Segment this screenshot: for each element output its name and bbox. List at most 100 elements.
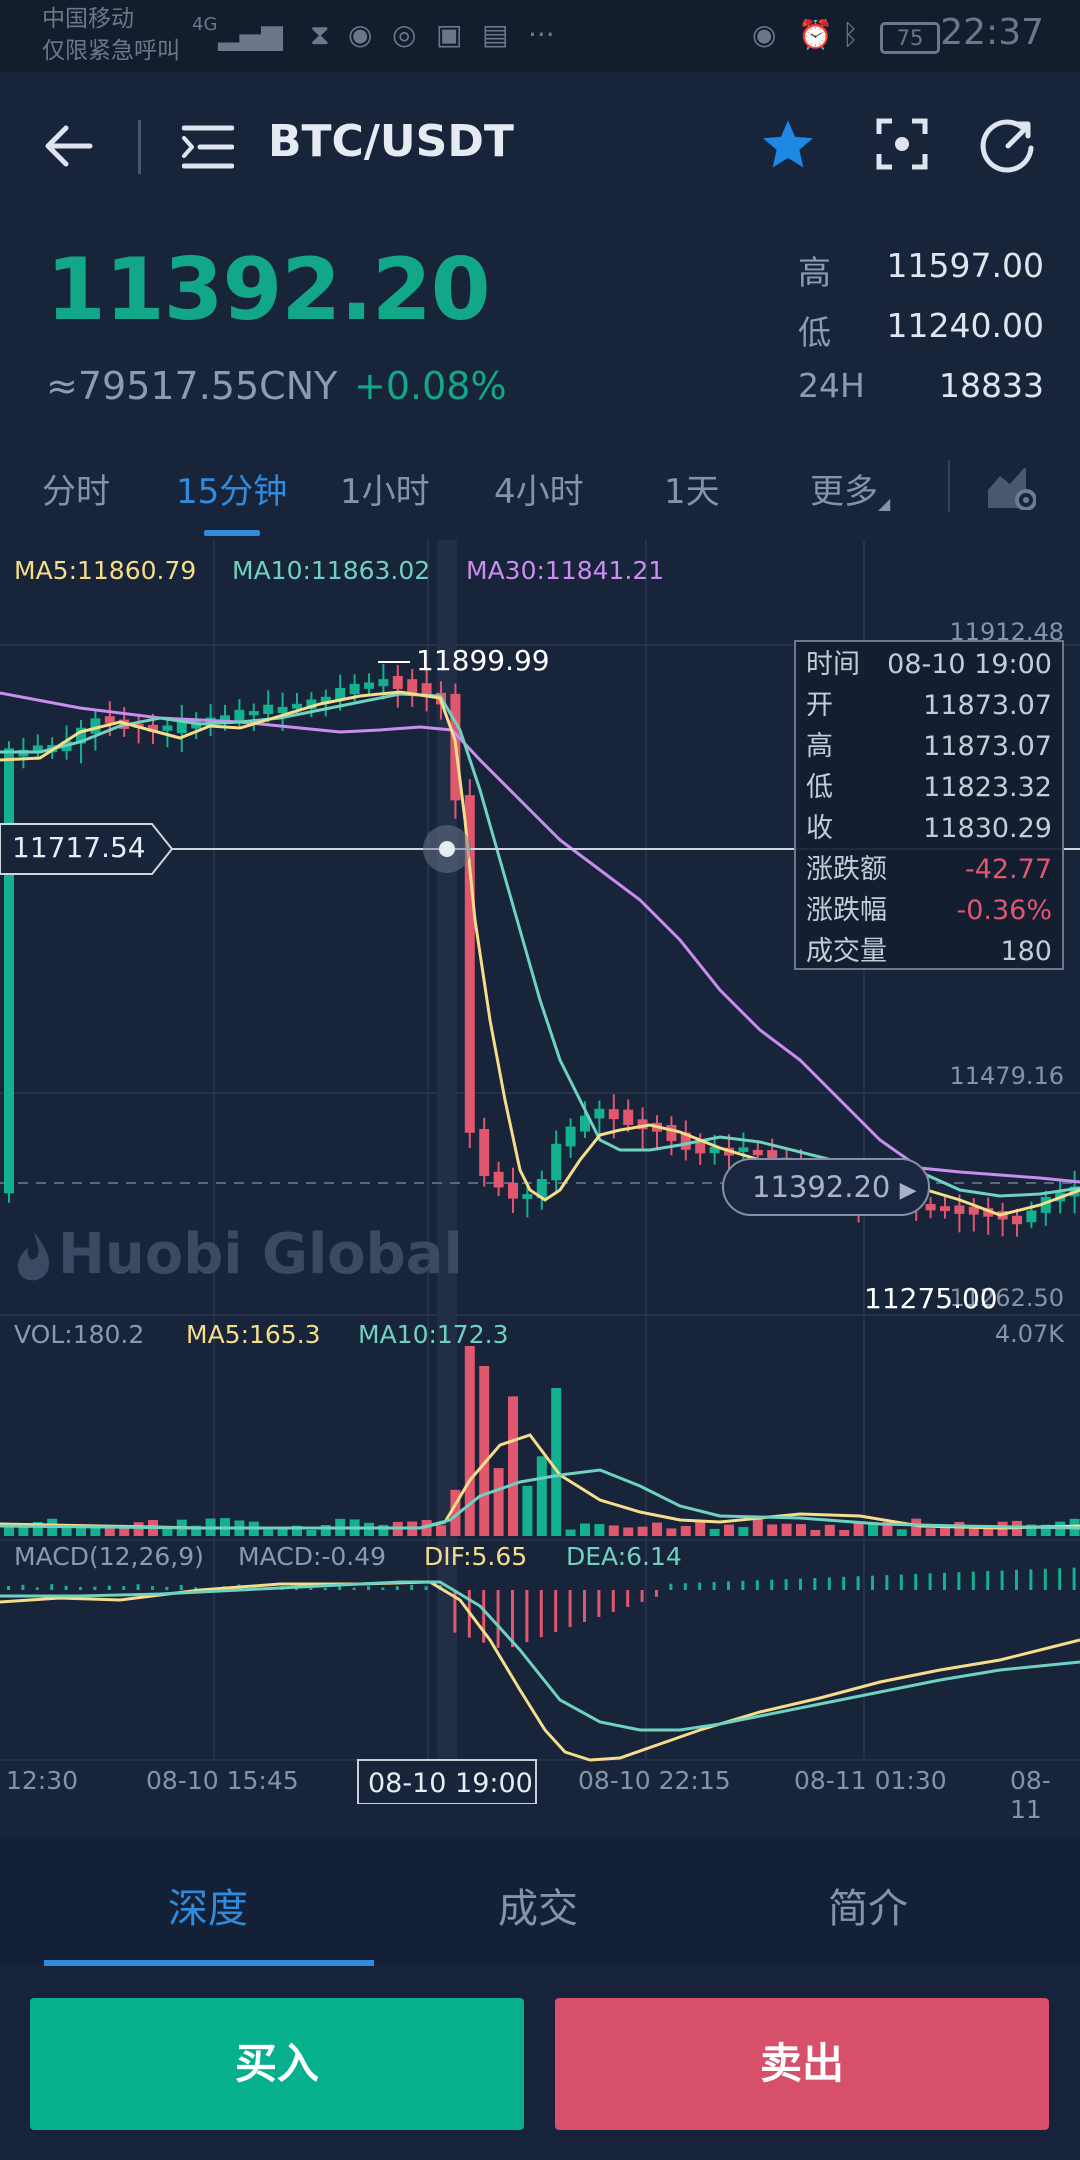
volume-bar bbox=[781, 1523, 792, 1536]
last-price-pill[interactable]: 11392.20 ▶ bbox=[722, 1158, 930, 1216]
min-price-label: 11275.00 bbox=[864, 1282, 998, 1315]
alarm-icon: ⏰ bbox=[798, 18, 833, 51]
list-menu-icon[interactable] bbox=[182, 124, 234, 170]
news-notification-icon: ▣ bbox=[436, 18, 463, 51]
macd-bar bbox=[784, 1579, 788, 1590]
time-axis-5: 08-11 bbox=[1010, 1766, 1051, 1824]
macd-bar bbox=[655, 1590, 658, 1597]
candle-body bbox=[90, 718, 101, 734]
candle-body bbox=[508, 1182, 518, 1199]
candle-body bbox=[522, 1194, 533, 1199]
candle-body bbox=[464, 795, 475, 1133]
macd-bar bbox=[827, 1577, 831, 1590]
candle-body bbox=[378, 679, 389, 687]
macd-bar bbox=[35, 1587, 39, 1590]
info-row-change-amount: 涨跌额 -42.77 bbox=[806, 849, 1052, 890]
crosshair-dot bbox=[439, 841, 455, 857]
volume-bar bbox=[882, 1521, 893, 1536]
tab-intro[interactable]: 简介 bbox=[828, 1886, 908, 1932]
macd-bar bbox=[1072, 1567, 1076, 1590]
tab-1hour[interactable]: 1小时 bbox=[340, 472, 430, 512]
macd-bar bbox=[943, 1572, 946, 1590]
tab-depth[interactable]: 深度 bbox=[168, 1886, 248, 1932]
candle-body bbox=[263, 704, 274, 715]
sell-button[interactable]: 卖出 bbox=[555, 1998, 1049, 2130]
period-tabs: 分时 15分钟 1小时 4小时 1天 更多◢ bbox=[0, 452, 1080, 540]
info-value: 08-10 19:00 bbox=[887, 649, 1052, 680]
macd-bar bbox=[799, 1578, 802, 1590]
tab-more[interactable]: 更多◢ bbox=[810, 464, 890, 513]
time-axis-selected: 08-10 19:00 bbox=[368, 1768, 533, 1799]
stat-low-label: 低 bbox=[798, 313, 831, 352]
info-row-time: 时间 08-10 19:00 bbox=[806, 644, 1052, 685]
candle-body bbox=[767, 1150, 778, 1163]
candle-body bbox=[551, 1143, 562, 1181]
ma10-legend: MA10:11863.02 bbox=[232, 556, 431, 585]
macd-bar bbox=[511, 1590, 514, 1648]
candle-body bbox=[680, 1132, 691, 1150]
volume-bar bbox=[666, 1528, 677, 1536]
tab-15min[interactable]: 15分钟 bbox=[176, 472, 288, 512]
volume-bar bbox=[680, 1525, 691, 1536]
candle-body bbox=[306, 699, 317, 709]
screenshot-icon[interactable] bbox=[876, 118, 928, 170]
macd-bar bbox=[21, 1584, 25, 1590]
eye-icon: ◉ bbox=[752, 18, 777, 51]
volume-bar bbox=[1040, 1524, 1051, 1536]
candle-body bbox=[623, 1109, 634, 1125]
volume-bar bbox=[623, 1527, 634, 1536]
macd-bar bbox=[151, 1586, 154, 1590]
info-value: 11873.07 bbox=[923, 690, 1052, 721]
candle-body bbox=[637, 1119, 648, 1130]
info-row-high: 高 11873.07 bbox=[806, 726, 1052, 767]
candle-body bbox=[76, 727, 86, 744]
macd-bar bbox=[482, 1590, 486, 1643]
candle-body bbox=[349, 683, 360, 695]
candle-body bbox=[104, 716, 115, 724]
watermark-text: Huobi Global bbox=[58, 1222, 463, 1287]
candle-body bbox=[4, 748, 14, 1194]
back-arrow-icon[interactable] bbox=[40, 122, 96, 170]
macd-bar bbox=[79, 1587, 82, 1590]
tab-trades[interactable]: 成交 bbox=[498, 1886, 578, 1932]
price-change: +0.08% bbox=[354, 364, 507, 408]
info-row-change-percent: 涨跌幅 -0.36% bbox=[806, 890, 1052, 931]
candle-body bbox=[479, 1128, 490, 1177]
action-bar: 买入 卖出 bbox=[0, 1966, 1080, 2160]
macd-bar bbox=[352, 1587, 356, 1590]
volume-bar bbox=[608, 1525, 619, 1536]
macd-bar bbox=[928, 1573, 932, 1590]
star-icon[interactable] bbox=[758, 116, 818, 174]
buy-button[interactable]: 买入 bbox=[30, 1998, 524, 2130]
volume-bar bbox=[853, 1523, 864, 1536]
tab-4hour[interactable]: 4小时 bbox=[494, 472, 584, 512]
volume-bar bbox=[868, 1522, 878, 1536]
macd-bar bbox=[136, 1584, 140, 1590]
macd-bar bbox=[770, 1579, 774, 1590]
info-key: 高 bbox=[806, 731, 833, 762]
macd-bar bbox=[755, 1580, 759, 1590]
macd-bar bbox=[856, 1576, 860, 1590]
dropdown-triangle-icon: ◢ bbox=[878, 494, 891, 513]
battery-icon: 75 bbox=[880, 22, 940, 54]
time-axis-4: 08-11 01:30 bbox=[794, 1766, 947, 1795]
macd-bar bbox=[583, 1590, 586, 1622]
tab-timeshare[interactable]: 分时 bbox=[42, 472, 110, 512]
chart-settings-icon[interactable] bbox=[986, 464, 1036, 510]
macd-value-legend: MACD:-0.49 bbox=[238, 1542, 387, 1571]
huobi-flame-icon bbox=[14, 1230, 54, 1286]
volume-bar bbox=[968, 1526, 979, 1536]
candle-body bbox=[695, 1140, 706, 1154]
macd-bar bbox=[683, 1583, 687, 1590]
pair-title[interactable]: BTC/USDT bbox=[268, 116, 514, 167]
info-value: -42.77 bbox=[964, 854, 1052, 885]
info-key: 成交量 bbox=[806, 936, 887, 967]
volume-bar bbox=[292, 1525, 302, 1536]
volume-bar bbox=[839, 1529, 850, 1536]
candle-body bbox=[335, 687, 346, 701]
last-price-pill-text: 11392.20 bbox=[752, 1170, 891, 1204]
bottom-tab-underline bbox=[44, 1960, 374, 1966]
refresh-icon[interactable] bbox=[978, 116, 1036, 174]
tab-1day[interactable]: 1天 bbox=[664, 472, 720, 512]
volume-bar bbox=[810, 1529, 821, 1536]
